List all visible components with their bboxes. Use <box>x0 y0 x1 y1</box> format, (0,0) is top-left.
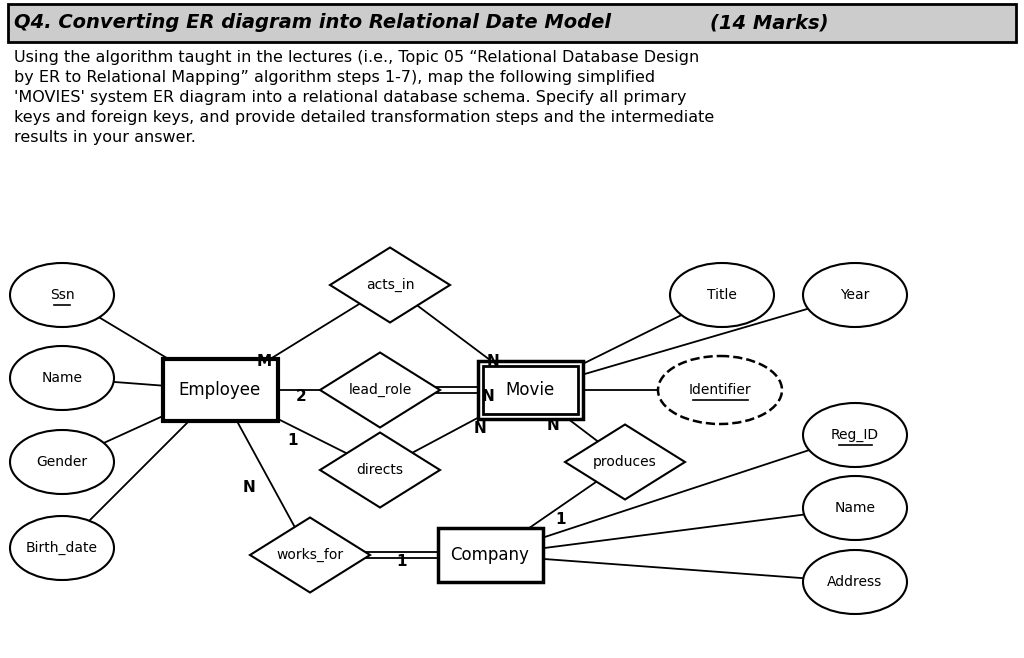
Text: Gender: Gender <box>37 455 88 469</box>
Text: Year: Year <box>841 288 869 302</box>
Text: produces: produces <box>593 455 656 469</box>
Ellipse shape <box>803 550 907 614</box>
Text: N: N <box>546 418 559 433</box>
Text: 2: 2 <box>295 389 306 404</box>
FancyBboxPatch shape <box>8 4 1016 42</box>
Text: results in your answer.: results in your answer. <box>14 130 196 145</box>
Text: Q4. Converting ER diagram into Relational Date Model: Q4. Converting ER diagram into Relationa… <box>14 14 611 32</box>
Ellipse shape <box>803 403 907 467</box>
Ellipse shape <box>10 516 114 580</box>
Text: M: M <box>257 353 271 368</box>
Text: Company: Company <box>451 546 529 564</box>
Text: Name: Name <box>42 371 83 385</box>
Bar <box>482 366 578 414</box>
Text: works_for: works_for <box>276 548 344 562</box>
Text: Birth_date: Birth_date <box>26 541 98 555</box>
Polygon shape <box>319 353 440 428</box>
Text: keys and foreign keys, and provide detailed transformation steps and the interme: keys and foreign keys, and provide detai… <box>14 110 715 125</box>
Polygon shape <box>319 432 440 507</box>
Text: 1: 1 <box>288 433 298 448</box>
Ellipse shape <box>10 430 114 494</box>
Ellipse shape <box>803 476 907 540</box>
Text: Ssn: Ssn <box>50 288 75 302</box>
Text: (14 Marks): (14 Marks) <box>710 14 828 32</box>
Ellipse shape <box>10 346 114 410</box>
Polygon shape <box>565 424 685 499</box>
Text: by ER to Relational Mapping” algorithm steps 1-7), map the following simplified: by ER to Relational Mapping” algorithm s… <box>14 70 655 85</box>
Text: 1: 1 <box>556 512 566 527</box>
Text: Address: Address <box>827 575 883 589</box>
Polygon shape <box>330 247 450 322</box>
Ellipse shape <box>803 263 907 327</box>
Text: Name: Name <box>835 501 876 515</box>
Text: Title: Title <box>707 288 737 302</box>
Text: Identifier: Identifier <box>689 383 752 397</box>
Text: lead_role: lead_role <box>348 383 412 397</box>
Text: 'MOVIES' system ER diagram into a relational database schema. Specify all primar: 'MOVIES' system ER diagram into a relati… <box>14 90 686 105</box>
Bar <box>163 359 278 421</box>
Bar <box>437 528 543 582</box>
Text: acts_in: acts_in <box>366 278 415 292</box>
Text: directs: directs <box>356 463 403 477</box>
Text: 1: 1 <box>396 554 407 569</box>
Text: N: N <box>487 353 500 368</box>
Text: Using the algorithm taught in the lectures (i.e., Topic 05 “Relational Database : Using the algorithm taught in the lectur… <box>14 50 699 65</box>
Text: Reg_ID: Reg_ID <box>830 428 879 442</box>
Ellipse shape <box>670 263 774 327</box>
Ellipse shape <box>658 356 782 424</box>
Text: Movie: Movie <box>506 381 555 399</box>
Text: Employee: Employee <box>179 381 261 399</box>
Bar <box>477 361 583 419</box>
Text: N: N <box>481 389 495 404</box>
Text: N: N <box>474 421 486 436</box>
Text: N: N <box>243 480 255 495</box>
Ellipse shape <box>10 263 114 327</box>
Polygon shape <box>250 517 370 592</box>
